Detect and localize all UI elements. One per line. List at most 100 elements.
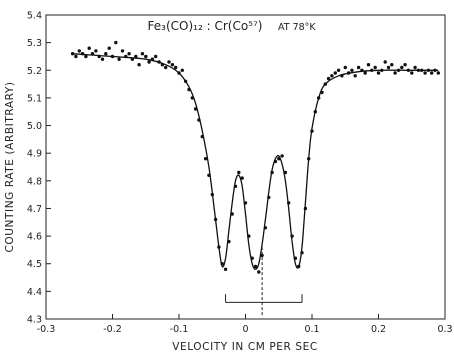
data-point (400, 65, 404, 70)
data-point (197, 118, 201, 122)
x-tick-label: 0.3 (437, 324, 452, 335)
data-point (360, 68, 364, 73)
chart-title: Fe₃(CO)₁₂ : Cr(Co⁵⁷) AT 78°K (148, 19, 317, 33)
data-point (70, 52, 75, 56)
data-point (127, 52, 131, 56)
data-point (230, 212, 234, 216)
data-point (313, 110, 317, 114)
data-point (390, 62, 394, 67)
data-point (326, 76, 331, 81)
data-point (167, 60, 171, 64)
data-point (393, 71, 397, 75)
x-axis-title: VELOCITY IN CM PER SEC (172, 341, 318, 353)
data-point (363, 71, 367, 75)
data-point (200, 134, 204, 139)
data-point (263, 226, 268, 230)
data-point (423, 71, 427, 75)
data-point (336, 68, 341, 73)
data-point (280, 154, 284, 158)
data-point (193, 107, 198, 111)
data-point (426, 68, 431, 73)
data-point (124, 54, 128, 59)
data-point (277, 157, 281, 161)
data-point (74, 54, 78, 59)
data-point (154, 54, 158, 59)
data-point (356, 65, 361, 70)
data-point (346, 71, 351, 75)
data-point (247, 234, 251, 238)
data-point (243, 201, 248, 205)
y-axis-tick-labels: 4.3 4.4 4.5 4.6 4.7 4.8 4.9 5.0 5.1 5.2 5.3 5.4 (27, 11, 42, 326)
data-point (227, 239, 231, 244)
data-point (147, 60, 151, 64)
y-axis-title: COUNTING RATE (ARBITRARY) (4, 81, 16, 252)
data-point (107, 46, 111, 50)
data-point (117, 57, 121, 61)
x-tick-label: 0.1 (304, 324, 319, 335)
x-tick-label: -0.2 (103, 324, 122, 335)
data-point (237, 170, 241, 175)
chart-title-formula: Fe₃(CO)₁₂ : Cr(Co⁵⁷) (148, 19, 263, 33)
data-point (80, 52, 85, 56)
data-point (130, 57, 135, 61)
data-point (233, 184, 238, 188)
data-point (330, 74, 334, 78)
fit-curve-line (72, 53, 439, 270)
y-tick-label: 4.8 (27, 176, 42, 187)
data-point (340, 74, 344, 78)
x-tick-label: 0 (242, 324, 248, 335)
y-tick-label: 5.4 (27, 11, 42, 22)
data-point (183, 79, 188, 84)
data-point (370, 68, 374, 73)
data-point (240, 176, 244, 180)
data-point (273, 159, 278, 164)
data-point (114, 40, 118, 45)
data-point (140, 52, 145, 56)
x-tick-label: 0.2 (371, 324, 386, 335)
y-tick-label: 5.2 (27, 66, 42, 77)
data-point (430, 71, 434, 75)
data-point (180, 68, 184, 73)
data-point (100, 57, 105, 61)
y-tick-label: 5.1 (27, 93, 42, 104)
data-point (343, 65, 347, 70)
data-point (410, 71, 414, 75)
data-point (157, 60, 161, 64)
data-point (213, 217, 218, 222)
y-axis-ticks (46, 14, 51, 320)
data-point (77, 49, 82, 53)
x-axis-ticks (45, 314, 446, 319)
data-point (396, 68, 401, 73)
data-point (383, 60, 387, 64)
data-point (250, 256, 254, 260)
data-point (120, 49, 125, 53)
data-point (110, 54, 115, 59)
data-point (187, 87, 191, 92)
data-point (380, 68, 384, 73)
x-tick-label: -0.1 (170, 324, 189, 335)
data-point (290, 234, 294, 238)
data-point (257, 270, 261, 274)
data-point (283, 170, 288, 175)
data-point (94, 49, 98, 53)
data-point (300, 251, 304, 255)
data-point (164, 65, 168, 70)
y-tick-label: 4.5 (27, 259, 42, 270)
y-tick-label: 4.4 (27, 287, 42, 298)
data-point (310, 129, 314, 133)
data-point (104, 52, 108, 56)
data-point (97, 54, 101, 59)
data-point (203, 157, 208, 161)
data-point (307, 157, 311, 161)
y-tick-label: 4.7 (27, 204, 42, 215)
data-point (433, 68, 437, 73)
data-point (84, 54, 88, 59)
data-point (416, 68, 421, 73)
data-point (137, 62, 141, 67)
data-points (70, 40, 440, 274)
data-point (160, 62, 165, 67)
data-point (217, 245, 221, 249)
x-tick-label: -0.3 (37, 324, 56, 335)
data-point (90, 52, 95, 56)
